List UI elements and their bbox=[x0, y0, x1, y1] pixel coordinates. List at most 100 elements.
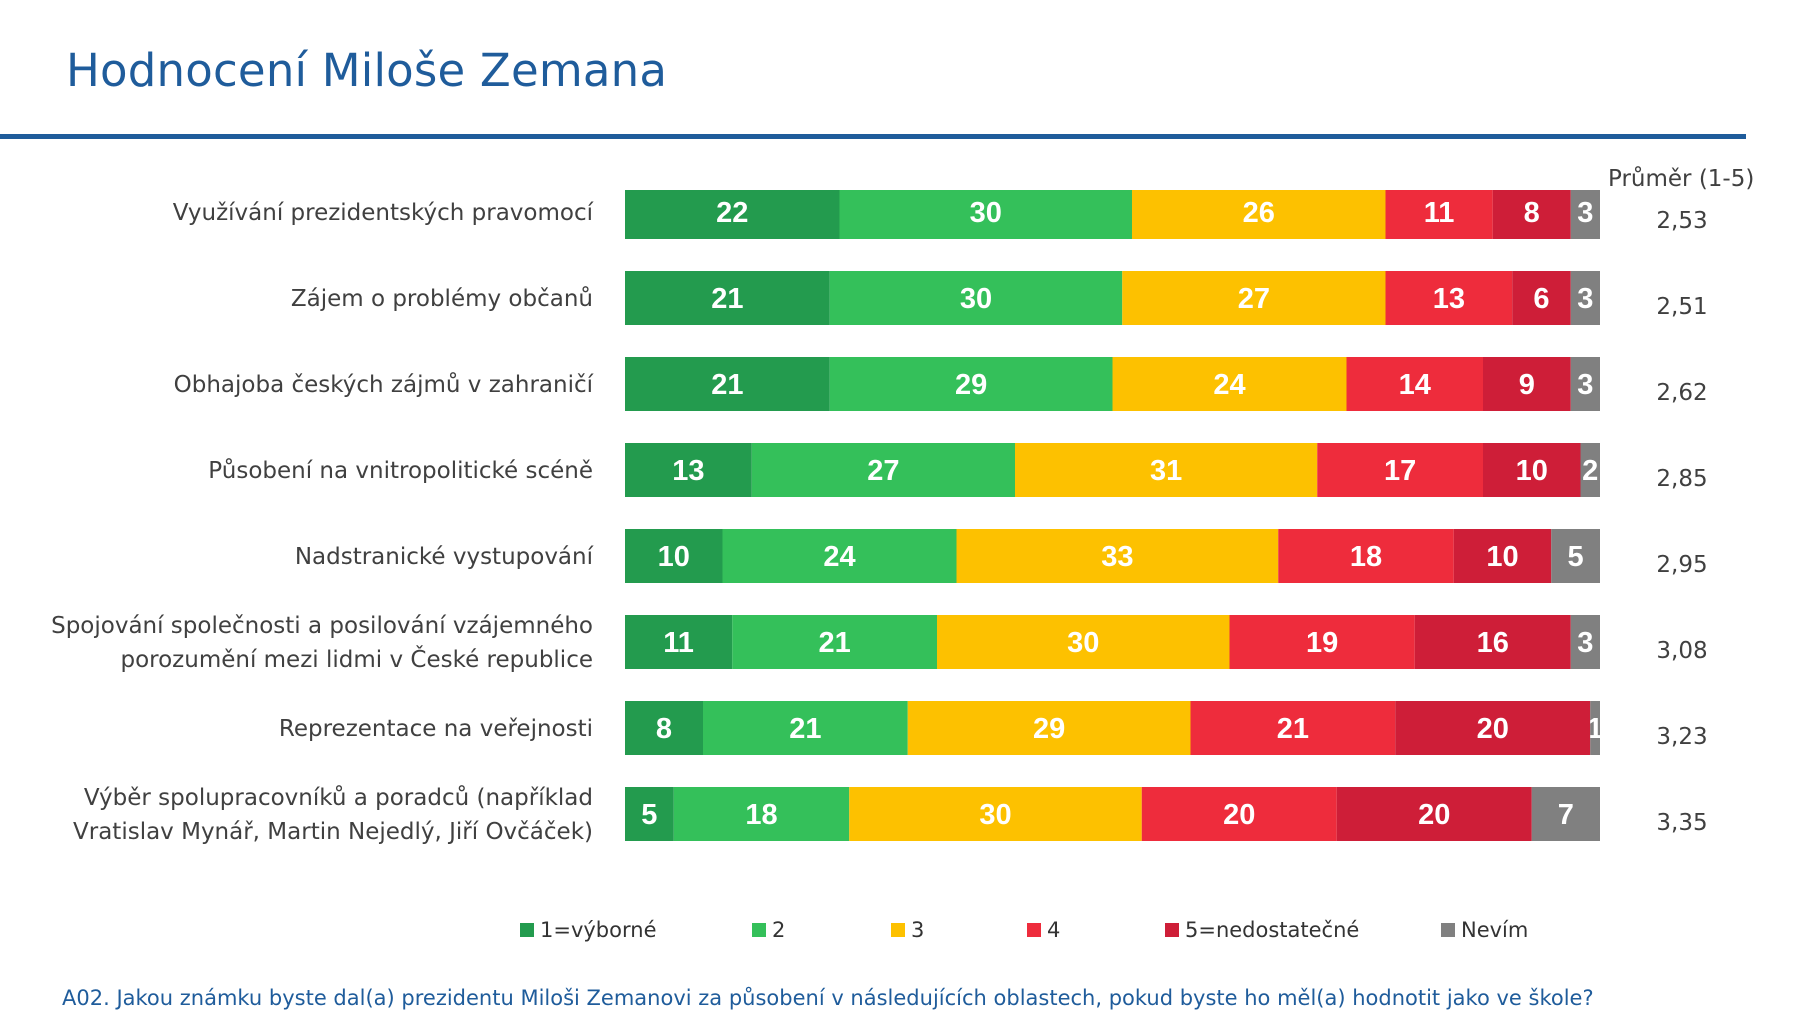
average-value: 3,23 bbox=[1656, 724, 1707, 750]
legend-label: 1=výborné bbox=[540, 918, 657, 942]
category-label-line: Reprezentace na veřejnosti bbox=[279, 716, 593, 742]
average-value: 2,51 bbox=[1656, 294, 1707, 320]
category-label: Spojování společnosti a posilování vzáje… bbox=[51, 613, 593, 673]
average-value: 2,95 bbox=[1656, 552, 1707, 578]
average-value: 2,53 bbox=[1656, 208, 1707, 234]
data-label: 33 bbox=[1101, 541, 1133, 573]
data-label: 30 bbox=[970, 197, 1002, 229]
bar-segment bbox=[1483, 443, 1581, 497]
data-label: 7 bbox=[1558, 799, 1574, 831]
category-label: Zájem o problémy občanů bbox=[291, 285, 593, 312]
legend-label: Nevím bbox=[1461, 918, 1529, 942]
bar-segment bbox=[1570, 357, 1600, 411]
data-label: 3 bbox=[1577, 627, 1593, 659]
category-label-line: porozumění mezi lidmi v České republice bbox=[120, 645, 593, 673]
bar-segment bbox=[1551, 529, 1600, 583]
data-label: 19 bbox=[1306, 627, 1338, 659]
page-title: Hodnocení Miloše Zemana bbox=[66, 44, 668, 97]
bar-segment bbox=[1278, 529, 1454, 583]
bar-segment bbox=[1317, 443, 1483, 497]
legend-label: 4 bbox=[1047, 918, 1061, 942]
data-label: 10 bbox=[1486, 541, 1518, 573]
legend-swatch bbox=[1441, 923, 1455, 937]
legend-label: 3 bbox=[911, 918, 925, 942]
legend-item: 1=výborné bbox=[520, 918, 656, 942]
bar-segment bbox=[907, 701, 1191, 755]
title-divider bbox=[0, 134, 1746, 139]
data-label: 22 bbox=[716, 197, 748, 229]
average-value: 2,62 bbox=[1656, 380, 1707, 406]
legend-item: 3 bbox=[891, 918, 924, 942]
category-label-line: Spojování společnosti a posilování vzáje… bbox=[51, 613, 593, 639]
bar-segment bbox=[1141, 787, 1337, 841]
bar-segment bbox=[751, 443, 1015, 497]
legend-item: 2 bbox=[752, 918, 785, 942]
bar-segment bbox=[1385, 190, 1493, 239]
data-label: 17 bbox=[1384, 455, 1416, 487]
data-label: 3 bbox=[1577, 283, 1593, 315]
data-label: 26 bbox=[1243, 197, 1275, 229]
data-label: 29 bbox=[1033, 713, 1065, 745]
data-label: 20 bbox=[1223, 799, 1255, 831]
bar-segment bbox=[829, 357, 1113, 411]
legend-label: 5=nedostatečné bbox=[1185, 918, 1360, 942]
bar-segment bbox=[1531, 787, 1600, 841]
bar-segment bbox=[1570, 271, 1600, 325]
bar-segment bbox=[849, 787, 1142, 841]
stacked-bar-chart: Využívání prezidentských pravomocí 22 30 26… bbox=[51, 190, 1708, 845]
data-label: 5 bbox=[1568, 541, 1584, 573]
data-label: 8 bbox=[656, 713, 672, 745]
category-label: Výběr spolupracovníků a poradců (napříkl… bbox=[73, 784, 593, 845]
category-label: Nadstranické vystupování bbox=[295, 544, 594, 570]
bar-segment bbox=[1385, 271, 1513, 325]
data-label: 18 bbox=[745, 799, 777, 831]
bar-segment bbox=[625, 190, 840, 239]
category-label-line: Využívání prezidentských pravomocí bbox=[173, 200, 594, 226]
bar-segment bbox=[625, 529, 723, 583]
category-label-line: Obhajoba českých zájmů v zahraničí bbox=[174, 371, 594, 398]
category-label: Využívání prezidentských pravomocí bbox=[173, 200, 594, 226]
legend-swatch bbox=[891, 923, 905, 937]
data-label: 10 bbox=[658, 541, 690, 573]
bar-segment bbox=[956, 529, 1279, 583]
bar-segment bbox=[1570, 615, 1600, 669]
data-label: 21 bbox=[818, 627, 850, 659]
category-label: Působení na vnitropolitické scéně bbox=[208, 457, 593, 484]
bar-segment bbox=[1580, 443, 1600, 497]
legend-item: 4 bbox=[1027, 918, 1060, 942]
data-label: 6 bbox=[1533, 283, 1549, 315]
data-label: 16 bbox=[1477, 627, 1509, 659]
bar-segment bbox=[703, 701, 908, 755]
data-label: 9 bbox=[1519, 369, 1535, 401]
data-label: 21 bbox=[1277, 713, 1309, 745]
data-label: 8 bbox=[1524, 197, 1540, 229]
category-label-line: Působení na vnitropolitické scéně bbox=[208, 457, 593, 484]
bar-segment bbox=[1336, 787, 1532, 841]
bar-segment bbox=[1453, 529, 1552, 583]
bar-segment bbox=[1346, 357, 1483, 411]
bar-segment bbox=[1590, 701, 1600, 755]
bar-segment bbox=[1512, 271, 1571, 325]
average-column-header: Průměr (1-5) bbox=[1608, 166, 1755, 192]
category-label-line: Zájem o problémy občanů bbox=[291, 285, 593, 312]
data-label: 21 bbox=[711, 283, 743, 315]
legend-item: 5=nedostatečné bbox=[1165, 918, 1359, 942]
data-label: 27 bbox=[867, 455, 899, 487]
bar-segment bbox=[1414, 615, 1571, 669]
data-label: 24 bbox=[1213, 369, 1245, 401]
data-label: 11 bbox=[663, 627, 694, 659]
data-label: 10 bbox=[1516, 455, 1548, 487]
data-label: 14 bbox=[1399, 369, 1431, 401]
data-label: 21 bbox=[711, 369, 743, 401]
bar-segment bbox=[1483, 357, 1571, 411]
data-label: 5 bbox=[641, 799, 657, 831]
data-label: 20 bbox=[1418, 799, 1450, 831]
bar-segment bbox=[1015, 443, 1318, 497]
data-label: 18 bbox=[1350, 541, 1382, 573]
bar-segment bbox=[1112, 357, 1347, 411]
category-label: Reprezentace na veřejnosti bbox=[279, 716, 593, 742]
data-label: 20 bbox=[1477, 713, 1509, 745]
bar-segment bbox=[722, 529, 957, 583]
legend-swatch bbox=[520, 923, 534, 937]
data-label: 31 bbox=[1150, 455, 1182, 487]
